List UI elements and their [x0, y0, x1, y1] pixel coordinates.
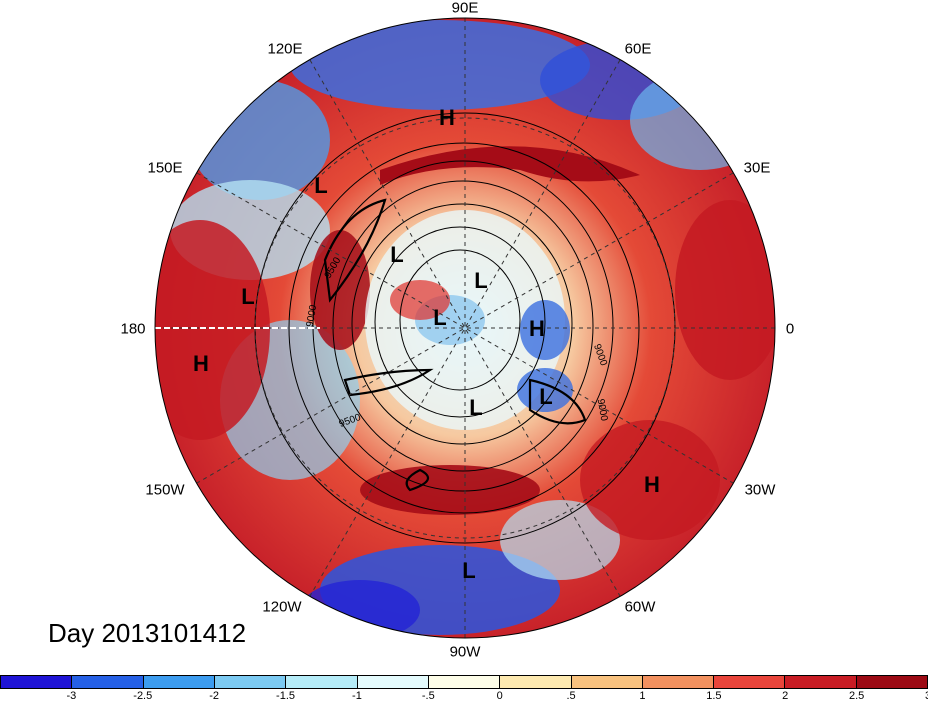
colorbar-swatch — [143, 676, 215, 688]
colorbar-swatch — [785, 676, 857, 688]
colorbar-tick-label: 2 — [782, 690, 789, 702]
colorbar-swatch — [714, 676, 786, 688]
low-marker: L — [474, 268, 488, 293]
colorbar — [0, 675, 928, 689]
colorbar-swatch — [500, 676, 572, 688]
lon-label-180: 180 — [120, 320, 146, 338]
colorbar-swatch — [428, 676, 501, 688]
colorbar-tick-label: -2 — [209, 690, 220, 702]
low-marker: L — [469, 395, 483, 420]
colorbar-tick-label: -.5 — [421, 690, 435, 702]
colorbar-swatch — [571, 676, 643, 688]
colorbar-swatch — [72, 676, 144, 688]
low-marker: L — [433, 305, 447, 330]
lon-label-150e: 150E — [147, 159, 183, 177]
colorbar-swatch — [286, 676, 358, 688]
lon-label-60e: 60E — [624, 40, 652, 58]
colorbar-tick-label: 0 — [496, 690, 503, 702]
colorbar-tick-label: 3 — [925, 690, 928, 702]
colorbar-tick-label: 1 — [639, 690, 646, 702]
high-marker: H — [439, 105, 455, 130]
lon-label-60w: 60W — [624, 598, 656, 616]
low-marker: L — [462, 558, 476, 583]
low-marker: L — [241, 284, 255, 309]
lon-label-120w: 120W — [262, 598, 302, 616]
colorbar-tick-label: 2.5 — [848, 690, 865, 702]
high-marker: H — [193, 351, 209, 376]
colorbar-swatch — [1, 676, 73, 688]
lon-label-90w: 90W — [449, 643, 481, 661]
low-marker: L — [390, 242, 404, 267]
colorbar-tick-label: 1.5 — [706, 690, 722, 702]
colorbar-tick-label: -1.5 — [276, 690, 296, 702]
high-marker: H — [644, 472, 660, 497]
lon-label-90e: 90E — [451, 0, 479, 17]
low-marker: L — [314, 173, 328, 198]
colorbar-swatch — [642, 676, 715, 688]
lon-label-0: 0 — [785, 320, 795, 338]
high-marker: H — [529, 316, 545, 341]
colorbar-swatch — [357, 676, 429, 688]
date-label: Day 2013101412 — [48, 618, 247, 648]
low-marker: L — [539, 384, 553, 409]
colorbar-swatch — [214, 676, 287, 688]
colorbar-tick-label: -3 — [66, 690, 77, 702]
colorbar-tick-label: -2.5 — [133, 690, 153, 702]
lon-label-30e: 30E — [743, 159, 771, 177]
colorbar-tick-label: .5 — [566, 690, 576, 702]
lon-label-120e: 120E — [267, 40, 303, 58]
colorbar-swatch — [856, 676, 928, 688]
lon-label-30w: 30W — [744, 481, 776, 499]
colorbar-tick-label: -1 — [352, 690, 362, 702]
lon-label-150w: 150W — [145, 481, 185, 499]
